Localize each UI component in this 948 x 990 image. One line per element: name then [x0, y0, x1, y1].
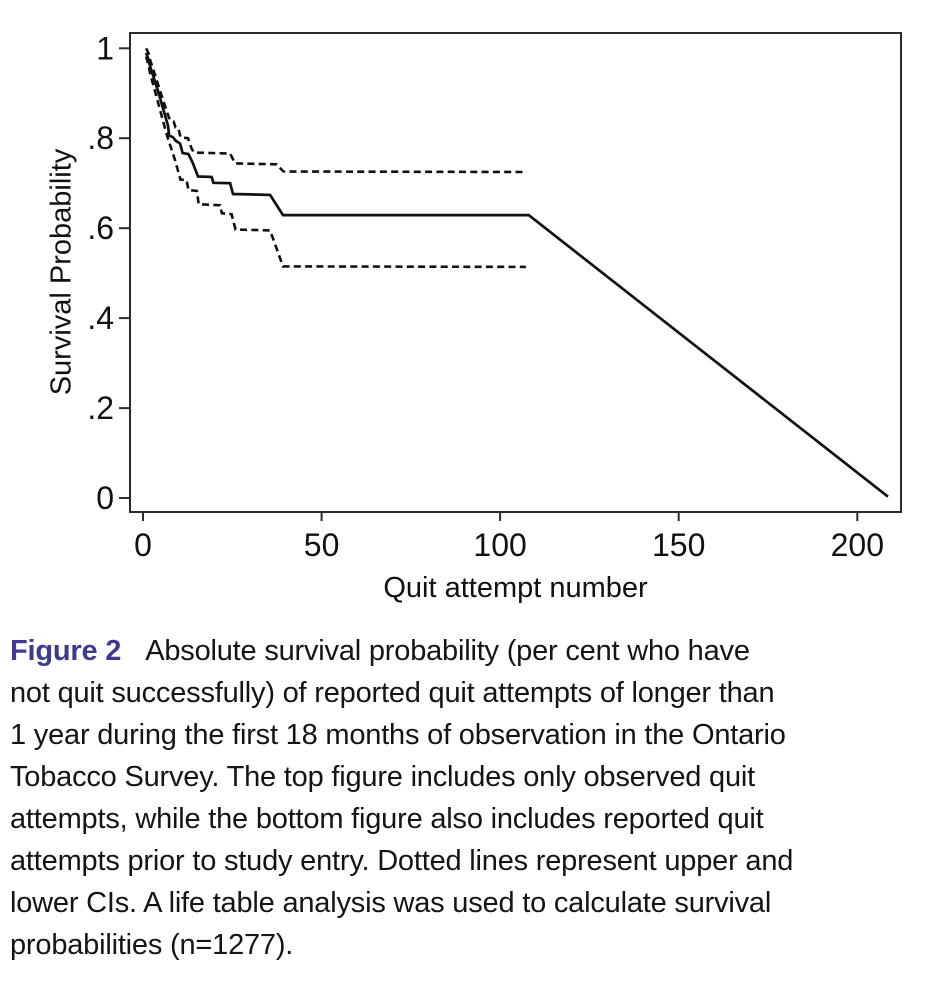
- x-axis-title: Quit attempt number: [383, 572, 648, 604]
- lower-ci-curve: [144, 56, 526, 269]
- upper-ci-curve: [145, 47, 527, 174]
- y-axis-title: Survival Probability: [45, 148, 78, 396]
- y-tick-label: .2: [87, 390, 114, 426]
- x-tick-label: 50: [304, 527, 340, 563]
- figure-caption-text: Absolute survival probability (per cent …: [10, 635, 794, 961]
- plot-frame: [129, 32, 902, 513]
- x-tick-label: 150: [652, 527, 705, 563]
- x-tick-label: 100: [473, 527, 526, 563]
- y-tick-label: .8: [87, 120, 114, 156]
- y-tick-label: 1: [96, 30, 114, 66]
- survival-chart: 1 .8 .6 .4 .2 00 50 100 150 200: [87, 30, 902, 563]
- figure-page: 1 .8 .6 .4 .2 0 0 50 100 150 200 Survival Probabil…: [10, 30, 938, 966]
- survival-estimate-curve: [144, 52, 889, 498]
- chart-area: 1 .8 .6 .4 .2 0 0 50 100 150 200 Survival Probabil…: [45, 30, 902, 604]
- figure-caption-label: Figure 2: [10, 635, 122, 667]
- figure-caption: Figure 2 Absolute survival probability (p…: [10, 630, 938, 966]
- x-tick-label: 0: [134, 527, 152, 563]
- y-tick-label: .4: [87, 300, 114, 336]
- y-tick-label: 0: [96, 480, 114, 516]
- y-tick-label: .6: [87, 210, 114, 246]
- x-tick-label: 200: [831, 527, 884, 563]
